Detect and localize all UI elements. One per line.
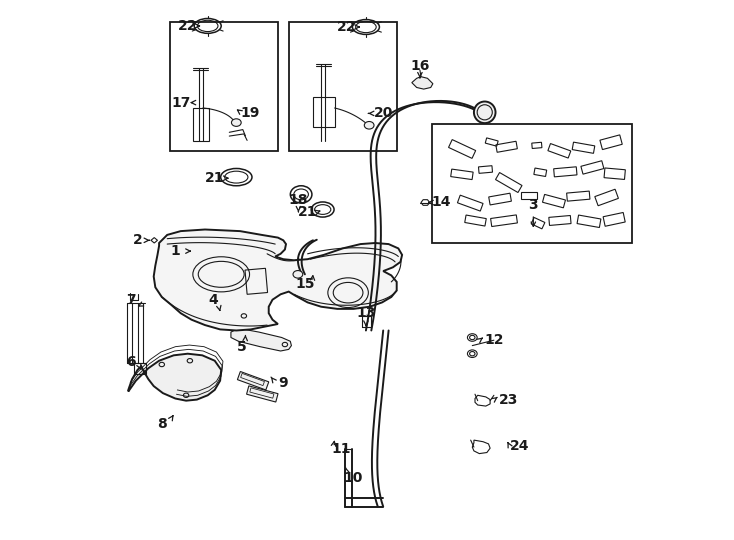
Text: 15: 15	[295, 276, 315, 291]
Text: 9: 9	[278, 376, 288, 390]
Text: 19: 19	[240, 106, 260, 120]
Bar	[250, 388, 274, 398]
Ellipse shape	[293, 271, 302, 278]
Bar	[600, 135, 622, 150]
Text: 21: 21	[205, 171, 225, 185]
Text: 22: 22	[178, 19, 197, 33]
Bar	[531, 142, 542, 149]
Text: 8: 8	[157, 417, 167, 431]
Bar	[247, 386, 278, 402]
Bar	[531, 218, 545, 229]
Polygon shape	[231, 328, 291, 351]
Bar	[549, 215, 571, 225]
Bar	[451, 169, 473, 180]
Bar	[553, 167, 577, 177]
Text: 1: 1	[170, 244, 180, 258]
Text: 10: 10	[344, 471, 363, 485]
Text: 14: 14	[432, 195, 451, 210]
Bar	[542, 194, 565, 208]
Text: 3: 3	[528, 198, 538, 212]
Bar	[193, 108, 209, 141]
Bar	[595, 189, 619, 206]
Text: 18: 18	[288, 193, 308, 207]
Text: 5: 5	[237, 340, 247, 354]
Bar	[465, 215, 486, 226]
Bar	[245, 268, 268, 294]
Bar	[485, 138, 498, 146]
Bar	[432, 124, 631, 243]
Bar	[495, 173, 522, 192]
Bar	[490, 215, 517, 226]
Polygon shape	[153, 230, 402, 330]
Text: 4: 4	[208, 293, 218, 307]
Text: 13: 13	[356, 306, 376, 320]
Bar	[457, 195, 483, 211]
Bar	[567, 191, 590, 201]
Bar	[581, 161, 604, 174]
Text: 12: 12	[484, 333, 504, 347]
Bar	[288, 22, 396, 151]
Bar	[134, 363, 145, 374]
Text: 20: 20	[374, 106, 393, 120]
Bar	[448, 139, 476, 158]
Bar	[170, 22, 278, 151]
Text: 24: 24	[509, 438, 529, 453]
Bar	[573, 142, 595, 153]
Bar	[534, 168, 547, 177]
Text: 16: 16	[410, 59, 429, 73]
Bar	[313, 97, 335, 127]
Bar	[548, 144, 571, 158]
Polygon shape	[128, 354, 221, 401]
Bar	[603, 212, 625, 226]
Bar	[604, 168, 625, 179]
Text: 6: 6	[126, 355, 135, 369]
Bar	[521, 192, 537, 199]
Text: 23: 23	[499, 393, 518, 407]
Ellipse shape	[474, 102, 495, 123]
Text: 2: 2	[133, 233, 142, 247]
Text: 7: 7	[126, 293, 135, 307]
Polygon shape	[182, 307, 258, 325]
Ellipse shape	[364, 122, 374, 129]
Bar	[237, 372, 269, 390]
Text: 22: 22	[337, 20, 356, 34]
Bar	[496, 141, 517, 152]
Text: 17: 17	[171, 96, 190, 110]
Ellipse shape	[231, 119, 241, 126]
Bar	[577, 215, 601, 227]
Bar	[489, 193, 512, 205]
Polygon shape	[412, 77, 433, 89]
Text: 21: 21	[298, 205, 317, 219]
Text: 11: 11	[331, 442, 351, 456]
Bar	[241, 373, 264, 386]
Bar	[479, 166, 493, 173]
